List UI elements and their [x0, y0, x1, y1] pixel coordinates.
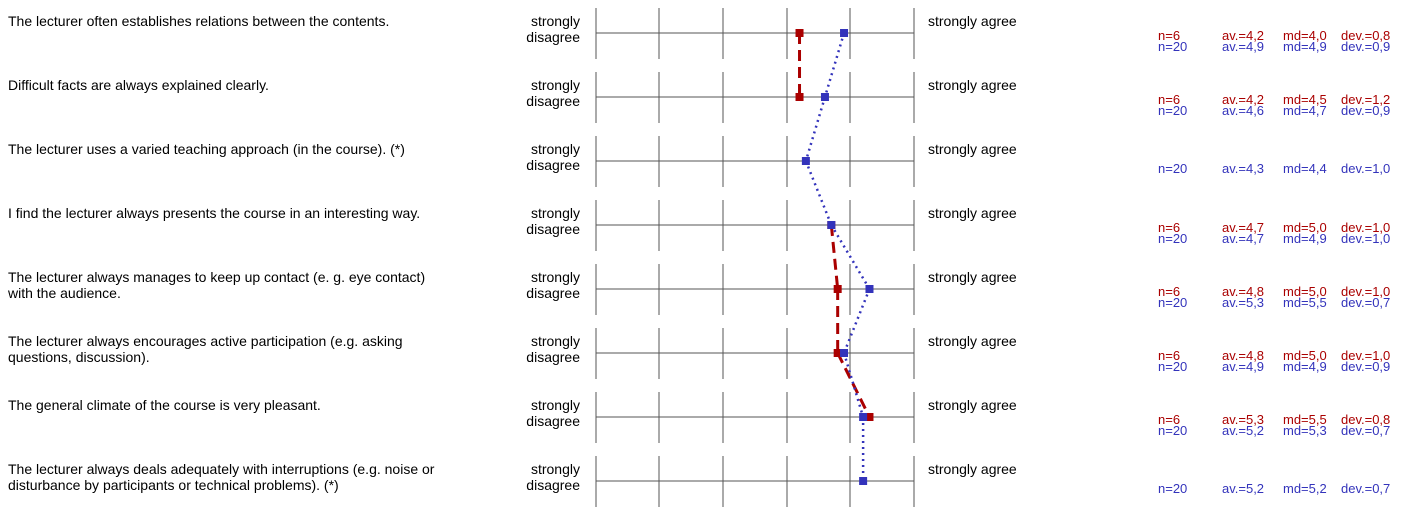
scale-left-label: strongly disagree — [526, 77, 580, 109]
stat-av-group-b: av.=4,9 — [1222, 359, 1265, 374]
stat-av-group-a: av.=4,2 — [1222, 92, 1265, 107]
stat-dev-group-b: dev.=0,9 — [1341, 103, 1391, 118]
stat-av-group-a: av.=5,3 — [1222, 412, 1265, 427]
stat-av-group-b: av.=4,3 — [1222, 161, 1265, 176]
scale-right-label: strongly agree — [928, 461, 1017, 477]
scale-right-label: strongly agree — [928, 141, 1017, 157]
stat-n-group-a: n=6 — [1158, 220, 1181, 235]
stat-n-group-a: n=6 — [1158, 92, 1181, 107]
stat-dev-group-b: dev.=0,7 — [1341, 295, 1391, 310]
stat-md-group-a: md=5,0 — [1283, 348, 1327, 363]
survey-row: The lecturer always manages to keep up c… — [0, 256, 1425, 320]
stat-n-group-b: n=20 — [1158, 423, 1188, 438]
scale-right-label: strongly agree — [928, 333, 1017, 349]
scale-right-label: strongly agree — [928, 13, 1017, 29]
question-text: The general climate of the course is ver… — [8, 397, 321, 413]
stat-md-group-b: md=4,7 — [1283, 103, 1327, 118]
stat-dev-group-a: dev.=1,0 — [1341, 220, 1391, 235]
scale-left-label: strongly disagree — [526, 141, 580, 173]
stat-n-group-a: n=6 — [1158, 412, 1181, 427]
question-text: Difficult facts are always explained cle… — [8, 77, 269, 93]
survey-row: I find the lecturer always presents the … — [0, 192, 1425, 256]
scale-right-label: strongly agree — [928, 77, 1017, 93]
stat-n-group-a: n=6 — [1158, 348, 1181, 363]
stat-md-group-b: md=4,9 — [1283, 39, 1327, 54]
stat-av-group-a: av.=4,8 — [1222, 284, 1265, 299]
stat-av-group-b: av.=5,3 — [1222, 295, 1265, 310]
survey-row: The lecturer often establishes relations… — [0, 0, 1425, 64]
question-text: The lecturer often establishes relations… — [8, 13, 390, 29]
stat-dev-group-b: dev.=1,0 — [1341, 161, 1391, 176]
stat-n-group-b: n=20 — [1158, 481, 1188, 496]
stat-dev-group-b: dev.=0,9 — [1341, 359, 1391, 374]
question-text: The lecturer uses a varied teaching appr… — [8, 141, 405, 157]
question-text: I find the lecturer always presents the … — [8, 205, 421, 221]
stat-n-group-b: n=20 — [1158, 359, 1188, 374]
stat-md-group-b: md=5,3 — [1283, 423, 1327, 438]
stat-md-group-b: md=4,9 — [1283, 359, 1327, 374]
stat-md-group-a: md=5,0 — [1283, 284, 1327, 299]
stat-av-group-b: av.=4,7 — [1222, 231, 1265, 246]
survey-row: The lecturer always encourages active pa… — [0, 320, 1425, 384]
stat-av-group-a: av.=4,7 — [1222, 220, 1265, 235]
stat-dev-group-b: dev.=1,0 — [1341, 231, 1391, 246]
question-text: The lecturer always manages to keep up c… — [8, 269, 426, 301]
stat-md-group-a: md=4,5 — [1283, 92, 1327, 107]
scale-left-label: strongly disagree — [526, 269, 580, 301]
stat-av-group-b: av.=4,9 — [1222, 39, 1265, 54]
stat-md-group-a: md=5,5 — [1283, 412, 1327, 427]
stat-dev-group-b: dev.=0,7 — [1341, 481, 1391, 496]
stat-md-group-a: md=4,0 — [1283, 28, 1327, 43]
scale-right-label: strongly agree — [928, 397, 1017, 413]
scale-left-label: strongly disagree — [526, 333, 580, 365]
question-text: The lecturer always encourages active pa… — [8, 333, 403, 365]
stat-av-group-b: av.=5,2 — [1222, 481, 1265, 496]
scale-right-label: strongly agree — [928, 205, 1017, 221]
stat-md-group-b: md=4,4 — [1283, 161, 1327, 176]
survey-row: The lecturer uses a varied teaching appr… — [0, 128, 1425, 192]
stat-dev-group-b: dev.=0,9 — [1341, 39, 1391, 54]
stat-av-group-b: av.=5,2 — [1222, 423, 1265, 438]
survey-row: The general climate of the course is ver… — [0, 384, 1425, 448]
stat-av-group-a: av.=4,8 — [1222, 348, 1265, 363]
stat-dev-group-a: dev.=0,8 — [1341, 28, 1391, 43]
stat-av-group-b: av.=4,6 — [1222, 103, 1265, 118]
stat-n-group-a: n=6 — [1158, 28, 1181, 43]
scale-right-label: strongly agree — [928, 269, 1017, 285]
stat-md-group-b: md=5,2 — [1283, 481, 1327, 496]
survey-row: The lecturer always deals adequately wit… — [0, 448, 1425, 512]
stat-n-group-a: n=6 — [1158, 284, 1181, 299]
stat-dev-group-a: dev.=1,0 — [1341, 348, 1391, 363]
stat-dev-group-a: dev.=0,8 — [1341, 412, 1391, 427]
scale-left-label: strongly disagree — [526, 397, 580, 429]
stat-dev-group-b: dev.=0,7 — [1341, 423, 1391, 438]
stat-n-group-b: n=20 — [1158, 39, 1188, 54]
stat-av-group-a: av.=4,2 — [1222, 28, 1265, 43]
stat-dev-group-a: dev.=1,2 — [1341, 92, 1391, 107]
stat-n-group-b: n=20 — [1158, 161, 1188, 176]
scale-left-label: strongly disagree — [526, 205, 580, 237]
survey-row: Difficult facts are always explained cle… — [0, 64, 1425, 128]
scale-left-label: strongly disagree — [526, 13, 580, 45]
stat-n-group-b: n=20 — [1158, 103, 1188, 118]
stat-n-group-b: n=20 — [1158, 231, 1188, 246]
question-text: The lecturer always deals adequately wit… — [8, 461, 435, 493]
stat-md-group-a: md=5,0 — [1283, 220, 1327, 235]
stat-n-group-b: n=20 — [1158, 295, 1188, 310]
scale-left-label: strongly disagree — [526, 461, 580, 493]
stat-md-group-b: md=5,5 — [1283, 295, 1327, 310]
stat-dev-group-a: dev.=1,0 — [1341, 284, 1391, 299]
stat-md-group-b: md=4,9 — [1283, 231, 1327, 246]
